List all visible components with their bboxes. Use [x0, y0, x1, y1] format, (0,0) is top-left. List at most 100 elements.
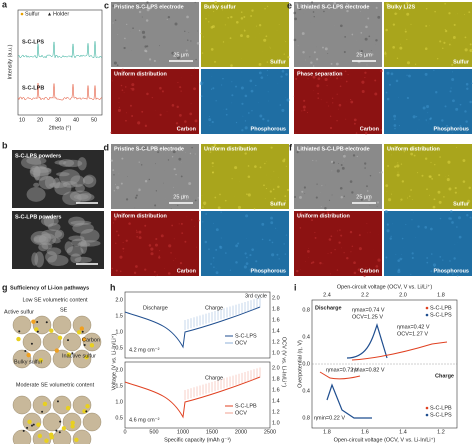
axes [124, 361, 271, 429]
texture [315, 196, 318, 199]
texture [121, 157, 124, 160]
texture [421, 174, 424, 177]
texture [352, 154, 356, 157]
texture [175, 122, 179, 125]
texture [26, 187, 46, 202]
texture [336, 269, 339, 271]
texture [174, 22, 178, 26]
texture [385, 91, 388, 94]
texture [255, 84, 257, 87]
texture [278, 258, 280, 260]
texture [398, 124, 401, 127]
texture [406, 12, 410, 16]
texture [244, 120, 247, 122]
texture [116, 64, 119, 67]
texture [261, 222, 265, 226]
texture [439, 217, 442, 220]
texture [265, 187, 268, 190]
texture [400, 43, 402, 45]
texture [469, 49, 473, 52]
label: Carbon [82, 337, 100, 343]
tick-label: 0.4 [302, 388, 310, 394]
texture [266, 160, 267, 162]
tick-label: 500 [149, 429, 158, 435]
texture [272, 188, 275, 191]
texture [159, 86, 162, 90]
carbon [36, 320, 39, 323]
texture [431, 177, 433, 180]
texture [315, 58, 319, 61]
texture [284, 253, 287, 255]
sulfur [37, 433, 43, 439]
texture [184, 120, 187, 123]
texture [139, 74, 143, 77]
label: 4.6 mg cm⁻² [129, 417, 160, 423]
texture [285, 73, 288, 76]
texture [343, 252, 345, 254]
texture [359, 10, 361, 12]
texture [448, 12, 451, 15]
texture [251, 248, 255, 252]
texture [138, 188, 141, 192]
particle [52, 315, 72, 335]
texture [385, 55, 387, 57]
texture [247, 165, 250, 167]
texture [457, 13, 458, 15]
texture [317, 77, 321, 81]
texture [173, 260, 175, 262]
texture [188, 182, 192, 186]
texture [249, 151, 250, 153]
texture [464, 36, 467, 39]
texture [185, 49, 188, 52]
particle [12, 349, 32, 369]
panel-label: i [294, 282, 297, 292]
texture [437, 190, 441, 194]
texture [323, 146, 326, 149]
texture [454, 186, 457, 190]
texture [170, 252, 172, 254]
shape [111, 69, 199, 134]
texture [336, 120, 338, 122]
texture [193, 87, 196, 91]
texture [406, 74, 408, 76]
texture [356, 155, 358, 158]
texture [283, 53, 285, 55]
texture [322, 46, 324, 49]
texture [159, 250, 161, 252]
texture [212, 165, 214, 167]
texture [153, 59, 156, 63]
texture [360, 49, 363, 53]
texture [131, 87, 135, 91]
texture [406, 38, 408, 40]
texture [452, 36, 456, 39]
texture [324, 77, 328, 82]
texture [458, 235, 462, 239]
texture [120, 182, 123, 185]
label: Holder [53, 11, 69, 17]
texture [417, 225, 420, 228]
texture [337, 230, 339, 232]
texture [112, 169, 115, 171]
texture [298, 214, 302, 217]
texture [413, 154, 416, 157]
texture [225, 1, 227, 3]
texture [295, 77, 298, 80]
tick-label: 1.0 [115, 399, 123, 405]
label: ηmax=0.74 V [352, 307, 385, 313]
texture [399, 257, 403, 261]
texture [365, 25, 368, 29]
texture [436, 270, 439, 274]
texture [176, 105, 179, 109]
texture [80, 228, 100, 243]
texture [189, 152, 192, 155]
label: ηmin=0.22 V [314, 415, 345, 421]
texture [321, 185, 323, 187]
texture [459, 125, 462, 128]
texture [227, 16, 230, 19]
texture [336, 93, 338, 95]
texture [411, 256, 414, 260]
texture [209, 125, 211, 127]
texture [471, 82, 473, 84]
texture [235, 85, 237, 88]
texture [62, 159, 83, 168]
